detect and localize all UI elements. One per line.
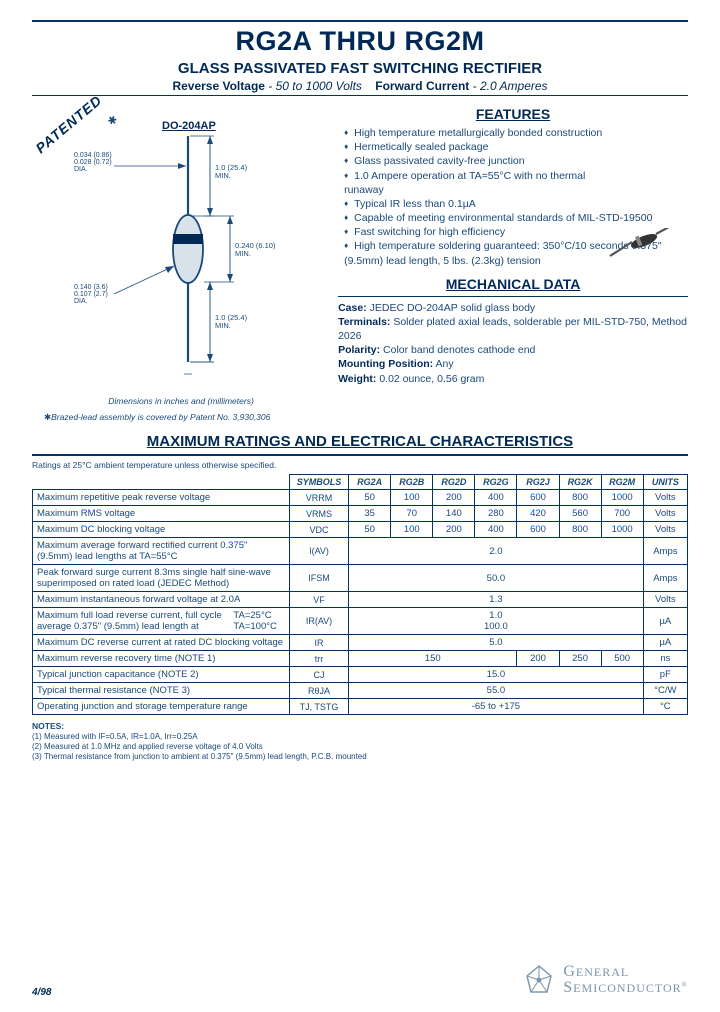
rev-val: - 50 to 1000 Volts [268, 79, 362, 93]
mech-weight-label: Weight: [338, 373, 376, 385]
table-row: Operating junction and storage temperatu… [33, 699, 688, 715]
feature-item: Hermetically sealed package [344, 140, 688, 154]
outline-svg [32, 104, 332, 384]
page-footer: 4/98 GGENERALENERAL SEMICONDUCTOR® [32, 962, 688, 998]
col-part: RG2B [391, 475, 433, 490]
table-row: Maximum full load reverse current, full … [33, 608, 688, 635]
dim-lead-top: 1.0 (25.4) MIN. [215, 164, 247, 181]
col-symbols: SYMBOLS [289, 475, 348, 490]
mech-pol-val: Color band denotes cathode end [383, 344, 535, 356]
col-units: UNITS [643, 475, 687, 490]
note-line: (2) Measured at 1.0 MHz and applied reve… [32, 742, 263, 751]
mech-rule [338, 296, 688, 297]
note-line: (1) Measured with IF=0.5A, IR=1.0A, Irr=… [32, 732, 198, 741]
col-part: RG2J [517, 475, 559, 490]
col-part: RG2A [349, 475, 391, 490]
ratings-table: SYMBOLS RG2A RG2B RG2D RG2G RG2J RG2K RG… [32, 474, 688, 715]
feature-item: Typical IR less than 0.1µA [344, 197, 688, 211]
notes-head: NOTES: [32, 721, 64, 731]
mech-mount-val: Any [435, 358, 453, 370]
table-row: Maximum DC blocking voltageVDC5010020040… [33, 522, 688, 538]
col-part: RG2M [601, 475, 643, 490]
sub-rule [32, 95, 688, 96]
rev-label: Reverse Voltage [172, 79, 265, 93]
dim-lead-bot: 1.0 (25.4) MIN. [215, 314, 247, 331]
page-title: RG2A THRU RG2M [32, 26, 688, 57]
footer-date: 4/98 [32, 987, 51, 998]
dim-body-dia: 0.140 (3.6) 0.107 (2.7) DIA. [74, 284, 108, 305]
diode-icon [608, 228, 680, 262]
table-row: Maximum reverse recovery time (NOTE 1)tr… [33, 651, 688, 667]
mech-weight-val: 0.02 ounce, 0.56 gram [379, 373, 484, 385]
features-heading: FEATURES [338, 106, 688, 122]
mech-data: Case: JEDEC DO-204AP solid glass body Te… [338, 301, 688, 386]
logo-text: GGENERALENERAL SEMICONDUCTOR® [563, 964, 688, 996]
patent-note: Brazed-lead assembly is covered by Paten… [32, 412, 330, 423]
col-part: RG2G [475, 475, 517, 490]
table-notes: NOTES: (1) Measured with IF=0.5A, IR=1.0… [32, 721, 688, 762]
feature-item: High temperature metallurgically bonded … [344, 126, 688, 140]
table-row: Maximum repetitive peak reverse voltageV… [33, 490, 688, 506]
table-row: Maximum average forward rectified curren… [33, 538, 688, 565]
table-row: Maximum DC reverse current at rated DC b… [33, 635, 688, 651]
mech-heading: MECHANICAL DATA [338, 276, 688, 292]
mech-mount-label: Mounting Position: [338, 358, 433, 370]
logo-icon [521, 962, 557, 998]
mech-term-val: Solder plated axial leads, solderable pe… [338, 316, 687, 342]
ratings-heading: MAXIMUM RATINGS AND ELECTRICAL CHARACTER… [32, 433, 688, 450]
mech-case-label: Case: [338, 302, 367, 314]
mech-case-val: JEDEC DO-204AP solid glass body [370, 302, 536, 314]
company-logo: GGENERALENERAL SEMICONDUCTOR® [521, 962, 688, 998]
ratings-cond: Ratings at 25°C ambient temperature unle… [32, 460, 688, 470]
feature-item: 1.0 Ampere operation at TA=55°C with no … [344, 169, 688, 197]
feature-item: Glass passivated cavity-free junction [344, 154, 688, 168]
table-row: Typical thermal resistance (NOTE 3)RθJA5… [33, 683, 688, 699]
table-header-row: SYMBOLS RG2A RG2B RG2D RG2G RG2J RG2K RG… [33, 475, 688, 490]
table-row: Peak forward surge current 8.3ms single … [33, 565, 688, 592]
dim-body-len: 0.240 (6.10) MIN. [235, 242, 275, 259]
dim-lead-dia: 0.034 (0.86) 0.028 (0.72) DIA. [74, 152, 112, 173]
col-part: RG2K [559, 475, 601, 490]
table-row: Maximum RMS voltageVRMS35701402804205607… [33, 506, 688, 522]
package-diagram: PATENTED ✱ DO-204AP [32, 104, 330, 394]
dimension-note: Dimensions in inches and (millimeters) [32, 396, 330, 406]
note-line: (3) Thermal resistance from junction to … [32, 752, 367, 761]
table-row: Typical junction capacitance (NOTE 2)CJ1… [33, 667, 688, 683]
top-rule [32, 20, 688, 22]
page-subtitle: GLASS PASSIVATED FAST SWITCHING RECTIFIE… [32, 60, 688, 77]
table-row: Maximum instantaneous forward voltage at… [33, 592, 688, 608]
ratings-rule [32, 454, 688, 456]
spec-line: Reverse Voltage - 50 to 1000 Volts Forwa… [32, 79, 688, 93]
col-part: RG2D [433, 475, 475, 490]
mech-term-label: Terminals: [338, 316, 390, 328]
fwd-label: Forward Current [375, 79, 469, 93]
mech-pol-label: Polarity: [338, 344, 380, 356]
fwd-val: - 2.0 Amperes [473, 79, 548, 93]
feature-item: Capable of meeting environmental standar… [344, 211, 688, 225]
